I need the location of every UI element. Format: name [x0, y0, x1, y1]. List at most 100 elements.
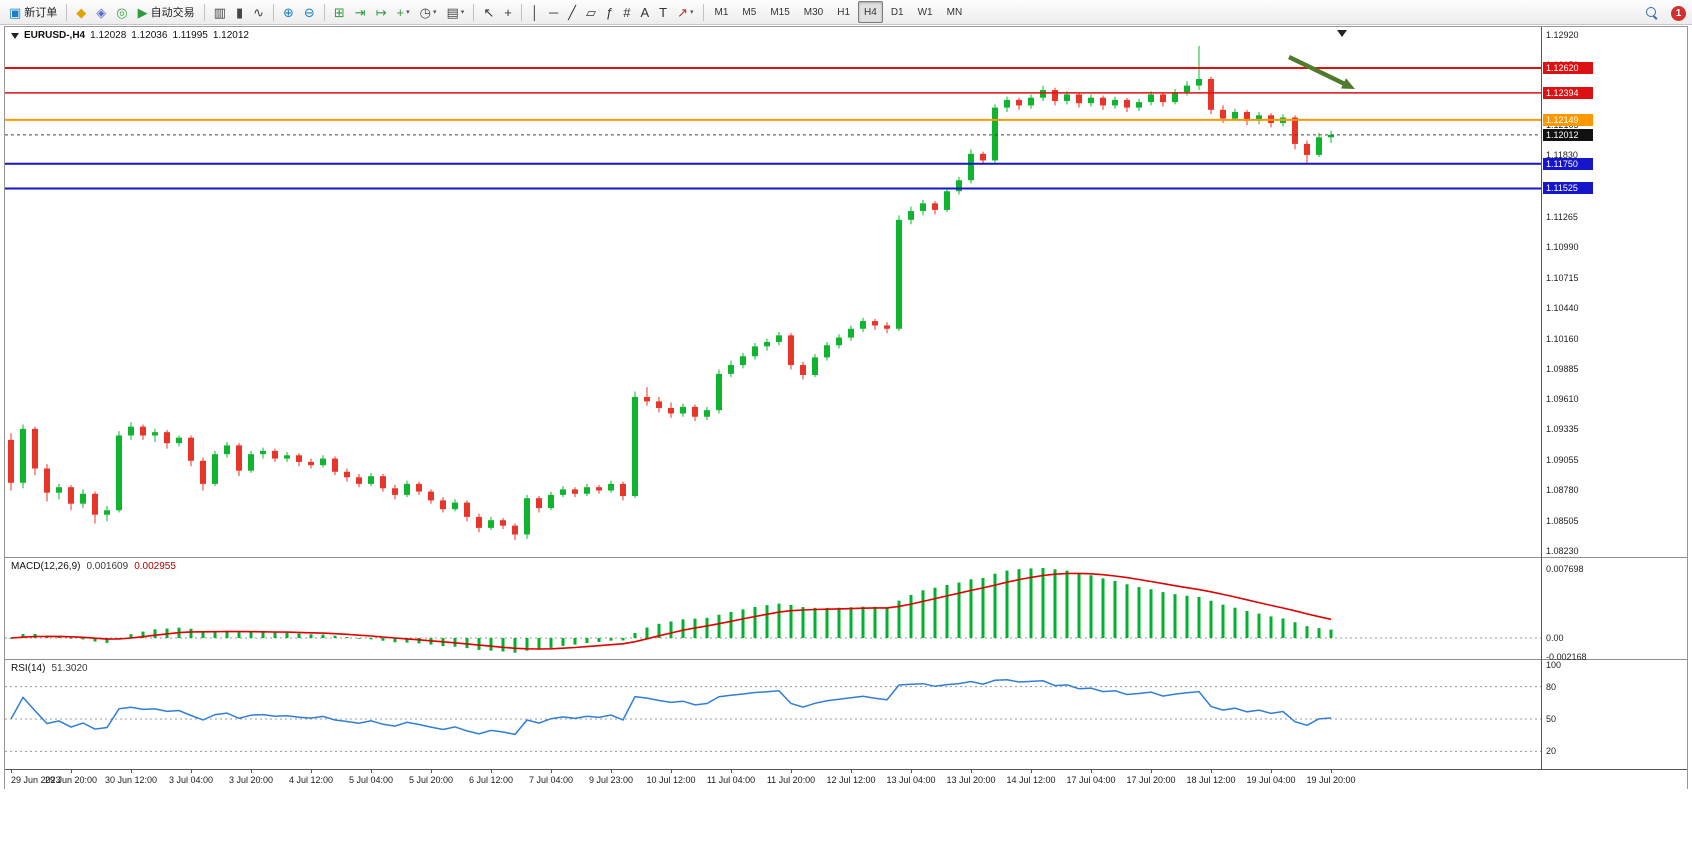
time-tick	[251, 770, 252, 773]
chevron-down-icon: ▾	[432, 9, 437, 16]
signals-icon-icon: ◎	[116, 4, 128, 20]
equidistant-channel-icon: ▱	[585, 4, 596, 20]
line-chart-button[interactable]: ∿	[249, 1, 268, 23]
vertical-line-icon: │	[530, 4, 539, 20]
signals-icon[interactable]: ◎	[112, 1, 131, 23]
timeframe-h4[interactable]: H4	[858, 1, 883, 23]
rsi-name: RSI(14)	[11, 663, 46, 674]
time-tick	[911, 770, 912, 773]
toolbar-separator	[203, 3, 205, 21]
toolbar-separator	[473, 3, 475, 21]
scale-label: 80	[1546, 681, 1557, 692]
time-label: 19 Jul 20:00	[1306, 775, 1356, 785]
trendline-button[interactable]: ╱	[564, 1, 580, 23]
timeframe-m5[interactable]: M5	[742, 6, 757, 18]
time-label: 17 Jul 04:00	[1066, 775, 1116, 785]
macd-signal-value: 0.002955	[134, 561, 176, 572]
text-icon: A	[640, 4, 650, 20]
equidistant-channel-button[interactable]: ▱	[582, 1, 600, 23]
tile-windows-button[interactable]: ⊞	[330, 1, 349, 23]
cycle-lines-button[interactable]: #	[619, 1, 634, 23]
time-label: 19 Jul 04:00	[1246, 775, 1296, 785]
chevron-down-icon: ▾	[689, 9, 694, 16]
time-tick	[731, 770, 732, 773]
candlesticks	[8, 46, 1334, 540]
scale-label: 1.09610	[1546, 394, 1579, 405]
price-badge: 1.11750	[1543, 157, 1593, 170]
time-label: 11 Jul 20:00	[766, 775, 816, 785]
timeframe-mn[interactable]: MN	[946, 6, 963, 18]
time-label: 13 Jul 04:00	[886, 775, 936, 785]
arrows-icon: ↗	[677, 4, 688, 20]
cursor-button[interactable]: ↖	[479, 1, 498, 23]
auto-scroll-button[interactable]: ⇥	[351, 1, 370, 23]
new-order-button-label: 新订单	[24, 7, 58, 19]
search-icon	[1646, 7, 1658, 19]
bar-chart-button[interactable]: ▥	[210, 1, 230, 23]
templates-icon: ▤	[446, 4, 459, 20]
auto-trading-button[interactable]: ▶ 自动交易	[134, 1, 199, 23]
templates-button[interactable]: ▤ ▾	[443, 1, 469, 23]
macd-signal-line	[10, 572, 1332, 650]
scale-label: 1.12920	[1546, 30, 1579, 40]
macd-histogram	[9, 568, 1333, 653]
rsi-line	[10, 679, 1332, 736]
search-button[interactable]	[1642, 2, 1662, 24]
announcement-icon[interactable]: ◆	[72, 1, 90, 23]
chart-shift-button[interactable]: ↦	[372, 1, 391, 23]
toolbar-buttons: ▣ 新订单 ◆ ◈ ◎ ▶ 自动交易 ▥ ▮ ∿ ⊕ ⊖ ⊞ ⇥ ↦ + ▾ ◷ ▾ ▤ ▾ ↖ + │ ─ ╱ ▱ ƒ # A T ↗ ▾	[4, 1, 708, 23]
time-label: 7 Jul 04:00	[528, 775, 574, 785]
crosshair-button[interactable]: +	[500, 1, 516, 23]
text-button[interactable]: A	[636, 1, 653, 23]
macd-canvas[interactable]	[5, 558, 1687, 659]
cycle-lines-icon: #	[623, 4, 631, 20]
price-badge: 1.12620	[1543, 62, 1593, 74]
time-tick	[671, 770, 672, 773]
time-label: 13 Jul 20:00	[946, 775, 996, 785]
time-label: 5 Jul 04:00	[348, 775, 394, 785]
notification-badge[interactable]: 1	[1671, 5, 1686, 21]
candlestick-chart-button[interactable]: ▮	[232, 1, 247, 23]
zoom-in-button[interactable]: ⊕	[279, 1, 298, 23]
scale-label: 1.11265	[1546, 212, 1578, 223]
new-order-button[interactable]: ▣ 新订单	[5, 1, 61, 23]
label-button[interactable]: T	[655, 1, 671, 23]
timeframe-m30[interactable]: M30	[803, 6, 824, 18]
price-chart-canvas[interactable]	[5, 27, 1687, 557]
time-tick	[311, 770, 312, 773]
time-label: 3 Jul 04:00	[168, 775, 214, 785]
time-label: 9 Jul 23:00	[588, 775, 634, 785]
quote-close: 1.12012	[212, 30, 249, 41]
horizontal-line-button[interactable]: ─	[545, 1, 562, 23]
timeframe-d1[interactable]: D1	[890, 6, 904, 18]
rsi-panel-splitter[interactable]	[5, 659, 1687, 660]
rsi-canvas[interactable]	[5, 660, 1687, 769]
time-label: 3 Jul 20:00	[228, 775, 274, 785]
profile-icon[interactable]: ◈	[92, 1, 110, 23]
one-click-trading-toggle[interactable]	[11, 32, 19, 39]
vertical-line-button[interactable]: │	[527, 1, 543, 23]
trend-arrow-annotation[interactable]	[1288, 54, 1349, 88]
periods-button[interactable]: ◷ ▾	[416, 1, 441, 23]
timeframe-w1[interactable]: W1	[917, 6, 933, 18]
time-label: 17 Jul 20:00	[1126, 775, 1176, 785]
arrows-button[interactable]: ↗ ▾	[673, 1, 697, 23]
trendline-icon: ╱	[568, 4, 576, 20]
zoom-out-button[interactable]: ⊖	[300, 1, 319, 23]
macd-label: MACD(12,26,9) 0.001609 0.002955	[11, 561, 176, 572]
fibonacci-button[interactable]: ƒ	[602, 1, 617, 23]
indicators-button[interactable]: + ▾	[393, 1, 414, 23]
new-order-icon: ▣	[9, 4, 22, 20]
announcement-icon-icon: ◆	[76, 4, 87, 20]
timeframe-h1[interactable]: H1	[837, 6, 851, 18]
time-axis[interactable]: 29 Jun 2023 29 Jun 20:00 30 Jun 12:00 3 Jul…	[5, 769, 1687, 790]
macd-panel-splitter[interactable]	[5, 557, 1687, 558]
auto-trading-button-label: 自动交易	[150, 7, 195, 19]
time-tick	[131, 770, 132, 773]
timeframe-m1[interactable]: M1	[714, 6, 729, 18]
timeframe-m15[interactable]: M15	[770, 6, 790, 18]
scale-label: 1.09335	[1546, 424, 1579, 435]
auto-scroll-icon: ⇥	[354, 4, 366, 20]
time-label: 11 Jul 04:00	[706, 775, 756, 785]
